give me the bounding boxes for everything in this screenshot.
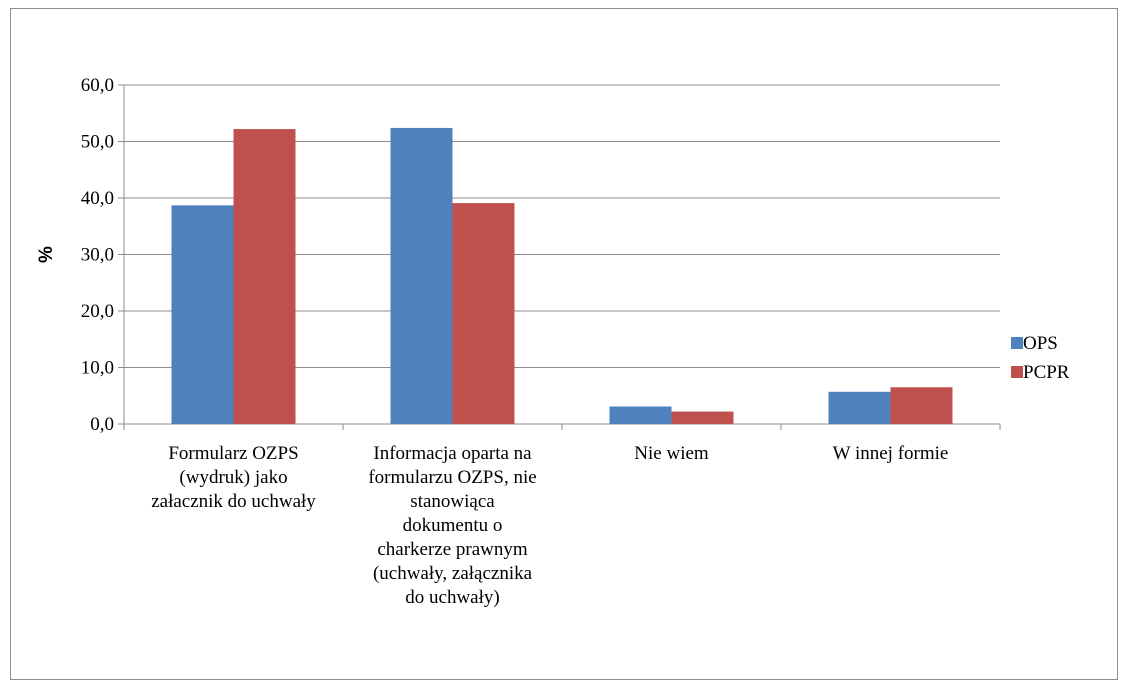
- y-tick-label: 30,0: [81, 245, 114, 266]
- legend-swatch-pcpr: [1011, 366, 1023, 378]
- x-category-label-line: (uchwały, załącznika: [373, 563, 533, 584]
- legend-label-ops: OPS: [1023, 333, 1058, 354]
- x-category-label-line: (wydruk) jako: [179, 467, 287, 488]
- x-category-label-line: dokumentu o: [403, 515, 503, 536]
- x-category-label-line: do uchwały): [405, 587, 499, 608]
- bar-ops-3: [609, 406, 672, 424]
- x-category-label-line: Nie wiem: [634, 443, 709, 464]
- bar-ops-4: [828, 391, 891, 424]
- bar-pcpr-4: [890, 387, 953, 424]
- x-category-label-line: W innej formie: [833, 443, 949, 464]
- x-category-label-line: charkerze prawnym: [377, 539, 528, 560]
- y-tick-label: 50,0: [81, 132, 114, 153]
- x-category-label: Nie wiem: [634, 443, 709, 464]
- x-category-label-line: formularzu OZPS, nie: [368, 467, 536, 488]
- bar-pcpr-3: [671, 411, 734, 424]
- legend-swatch-ops: [1011, 337, 1023, 349]
- bar-ops-1: [171, 205, 234, 424]
- y-tick-label: 40,0: [81, 188, 114, 209]
- y-tick-label: 20,0: [81, 301, 114, 322]
- bar-pcpr-2: [452, 203, 515, 424]
- legend-label-pcpr: PCPR: [1023, 362, 1070, 383]
- bar-pcpr-1: [233, 129, 296, 424]
- x-category-label: Formularz OZPS (wydruk) jako załacznik do …: [151, 443, 316, 512]
- x-category-label-line: Formularz OZPS: [168, 443, 298, 464]
- y-tick-label: 0,0: [90, 414, 114, 435]
- x-category-label-line: Informacja oparta na: [373, 443, 532, 464]
- y-axis-label: %: [36, 246, 57, 263]
- x-category-label-line: załacznik do uchwały: [151, 491, 316, 512]
- bar-ops-2: [390, 127, 453, 424]
- y-tick-label: 60,0: [81, 75, 114, 96]
- x-category-label: Informacja oparta na formularzu OZPS, nie…: [368, 443, 536, 608]
- x-category-label: W innej formie: [833, 443, 949, 464]
- y-tick-label: 10,0: [81, 358, 114, 379]
- x-category-label-line: stanowiąca: [410, 491, 495, 512]
